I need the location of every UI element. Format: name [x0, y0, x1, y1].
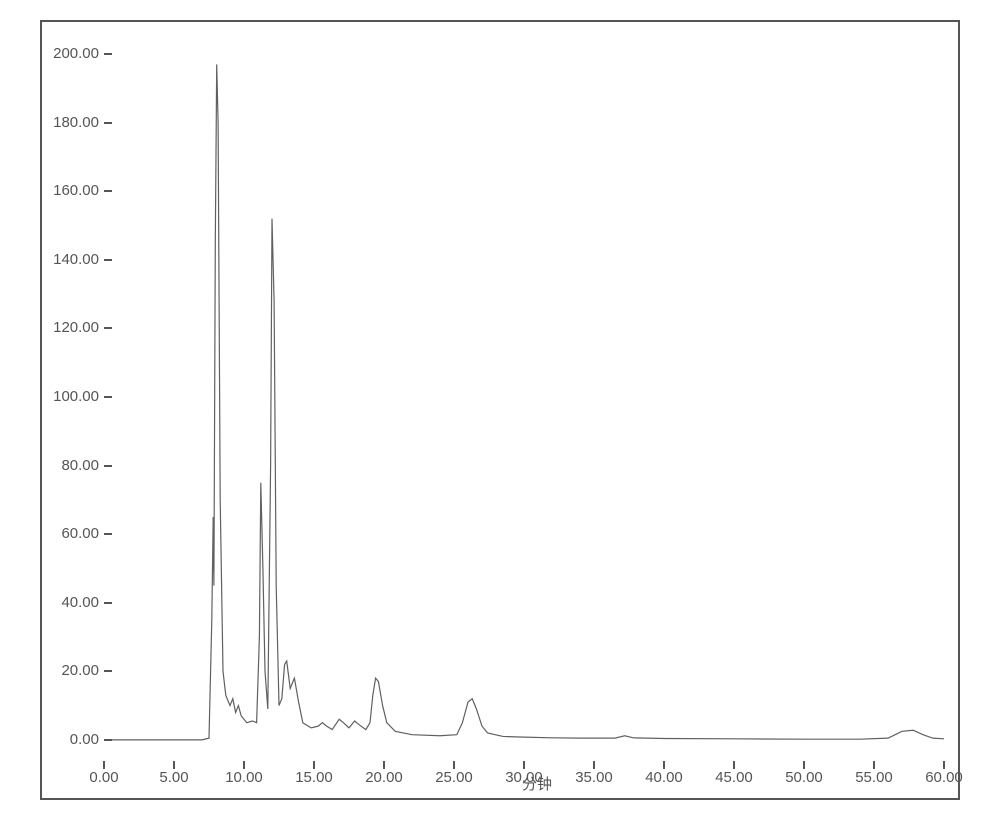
- x-tick-label: 45.00: [712, 769, 756, 786]
- y-tick-label: 180.00: [44, 114, 99, 131]
- x-tick-label: 55.00: [852, 769, 896, 786]
- x-tick-label: 10.00: [222, 769, 266, 786]
- y-tick-label: 60.00: [44, 525, 99, 542]
- y-tick-label: 100.00: [44, 388, 99, 405]
- y-tick-label: 0.00: [44, 731, 99, 748]
- y-tick-label: 200.00: [44, 45, 99, 62]
- y-tick-label: 80.00: [44, 457, 99, 474]
- x-tick-label: 35.00: [572, 769, 616, 786]
- plot-area: [104, 37, 944, 757]
- x-axis-label: 分钟: [522, 773, 552, 794]
- x-tick-label: 20.00: [362, 769, 406, 786]
- x-tick-label: 50.00: [782, 769, 826, 786]
- y-tick-label: 140.00: [44, 251, 99, 268]
- chromatogram-line: [104, 37, 944, 757]
- x-tick-label: 60.00: [922, 769, 966, 786]
- chart-frame: 0.00 20.00 40.00 60.00 80.00 100.00 120.00 140.…: [40, 20, 960, 800]
- y-tick-label: 40.00: [44, 594, 99, 611]
- y-tick-label: 20.00: [44, 662, 99, 679]
- x-tick-label: 15.00: [292, 769, 336, 786]
- y-tick-label: 160.00: [44, 182, 99, 199]
- y-tick-label: 120.00: [44, 319, 99, 336]
- x-tick-label: 5.00: [152, 769, 196, 786]
- x-tick-label: 25.00: [432, 769, 476, 786]
- x-tick-label: 40.00: [642, 769, 686, 786]
- x-tick-label: 0.00: [82, 769, 126, 786]
